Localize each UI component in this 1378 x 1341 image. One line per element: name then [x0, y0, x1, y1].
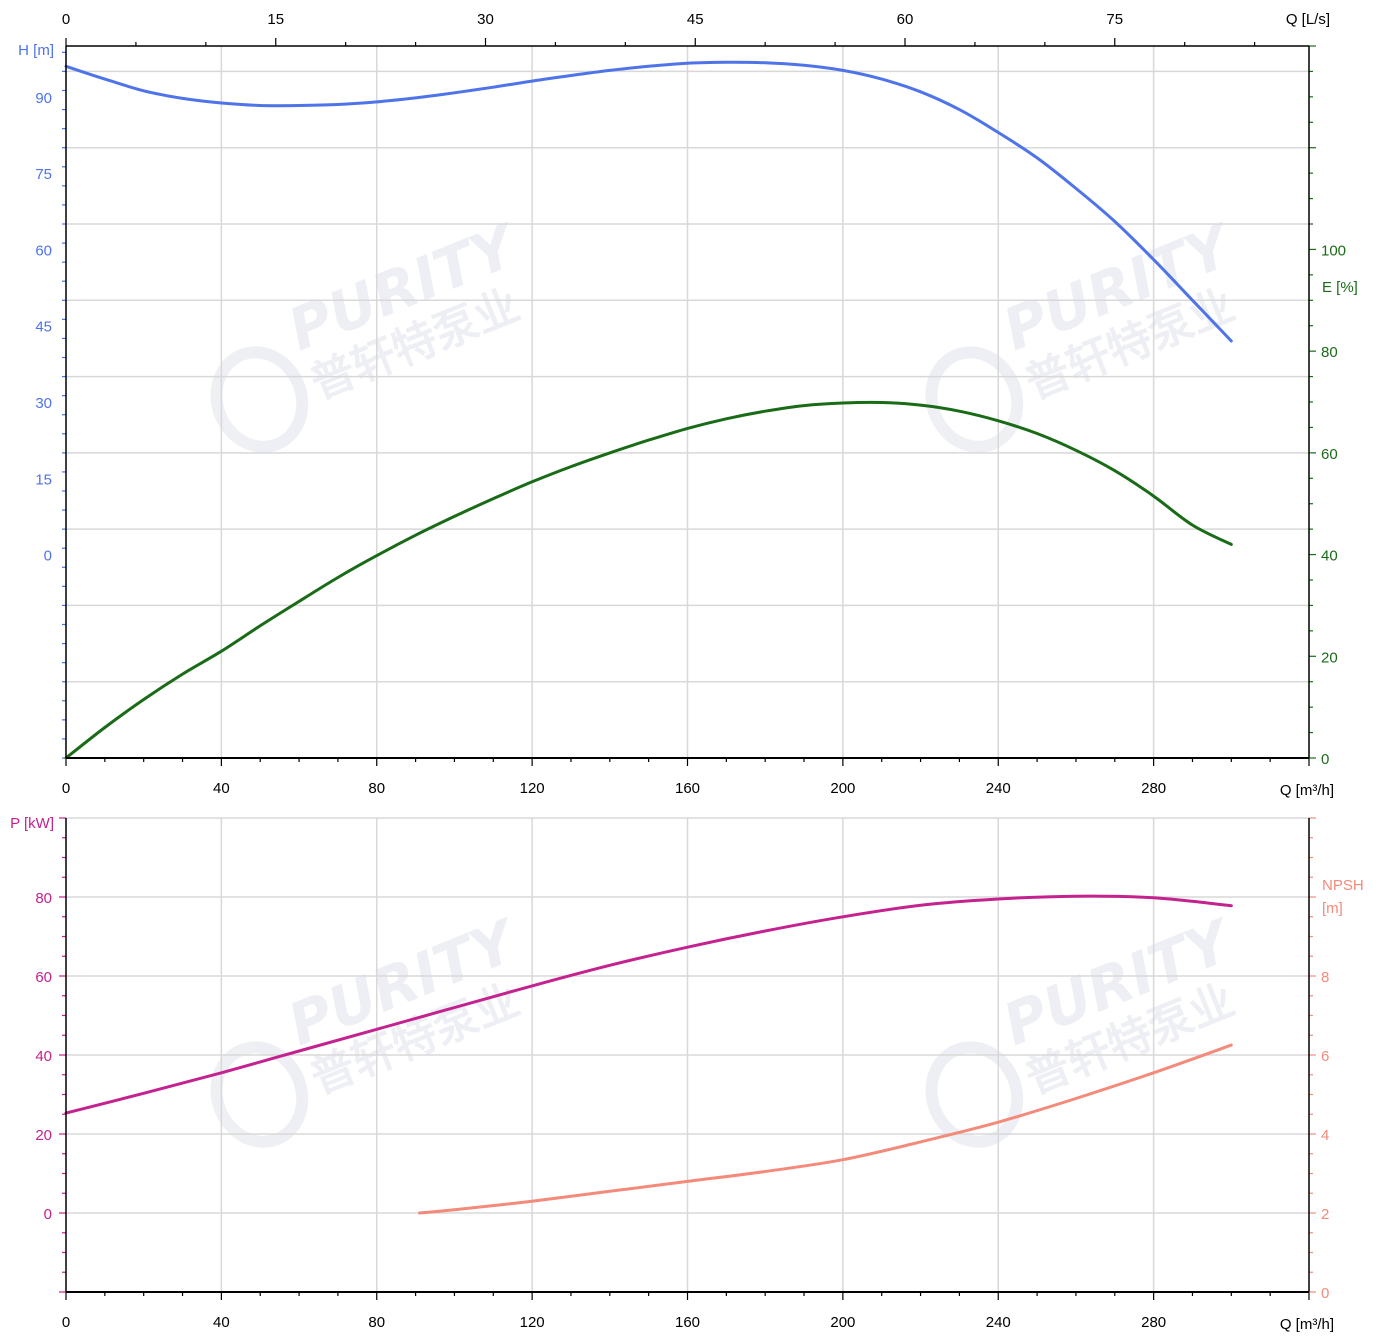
x-tick-label: 160: [675, 780, 700, 797]
y-left-tick-label: 80: [35, 890, 52, 907]
x-tick-label: 40: [213, 780, 230, 797]
y-left-tick-label: 45: [35, 319, 52, 336]
y-left-tick-label: 60: [35, 969, 52, 986]
x2-tick-label: 30: [477, 11, 494, 28]
y-left-tick-label: 30: [35, 395, 52, 412]
x-tick-label: 240: [986, 780, 1011, 797]
y-left-tick-label: 90: [35, 90, 52, 107]
y-right-tick-label: 2: [1321, 1206, 1329, 1223]
y-axis-label-efficiency: E [%]: [1322, 279, 1358, 296]
y-axis-label-head: H [m]: [18, 42, 54, 59]
watermark-logo-icon: [925, 346, 1024, 453]
y-left-tick-label: 40: [35, 1048, 52, 1065]
y-axis-label-npsh: NPSH: [1322, 877, 1364, 894]
top-axis-ticks: 0 40 80 120 160 200 240 280 0 15 30 45 60 75 90 0 20 40 60…: [35, 11, 1346, 797]
x-tick-label: 280: [1141, 1314, 1166, 1331]
y-left-tick-label: 60: [35, 242, 52, 259]
x2-axis-label-top-chart: Q [L/s]: [1286, 11, 1330, 28]
x-tick-label: 80: [368, 1314, 385, 1331]
x-tick-label: 240: [986, 1314, 1011, 1331]
y-right-tick-label: 4: [1321, 1127, 1329, 1144]
y-left-tick-label: 0: [44, 548, 52, 565]
bottom-axis-ticks: 0 40 80 120 160 200 240 280 0 20 40 60 80 0 2 4 6 8: [35, 817, 1329, 1331]
x2-tick-label: 60: [897, 11, 914, 28]
x2-tick-label: 0: [62, 11, 70, 28]
bottom-grid: [66, 817, 1309, 1292]
y-axis-label-power: P [kW]: [10, 815, 54, 832]
x2-tick-label: 15: [267, 11, 284, 28]
top-grid: [66, 46, 1309, 758]
y-right-tick-label: 0: [1321, 1285, 1329, 1302]
x-axis-label-top-chart: Q [m³/h]: [1280, 782, 1334, 799]
y-right-tick-label: 20: [1321, 649, 1338, 666]
head-efficiency-chart: 0 40 80 120 160 200 240 280 0 15 30 45 60 75 90 0 20 40 60…: [18, 11, 1358, 799]
x-tick-label: 80: [368, 780, 385, 797]
npsh-curve: [418, 1043, 1233, 1215]
y-right-tick-label: 80: [1321, 344, 1338, 361]
x-axis-label-bottom-chart: Q [m³/h]: [1280, 1316, 1334, 1333]
x-tick-label: 40: [213, 1314, 230, 1331]
y-right-tick-label: 60: [1321, 446, 1338, 463]
watermark-logo-icon: [210, 346, 309, 453]
x-tick-label: 0: [62, 1314, 70, 1331]
y-left-tick-label: 0: [44, 1206, 52, 1223]
bottom-series: [64, 894, 1233, 1215]
y-axis-label-npsh-unit: [m]: [1322, 900, 1343, 917]
power-npsh-chart: 0 40 80 120 160 200 240 280 0 20 40 60 80 0 2 4 6 8 Q [m³…: [10, 815, 1364, 1333]
y-right-tick-label: 100: [1321, 242, 1346, 259]
y-right-tick-label: 40: [1321, 548, 1338, 565]
head-curve: [64, 60, 1233, 343]
y-left-tick-label: 75: [35, 166, 52, 183]
x-tick-label: 200: [830, 780, 855, 797]
efficiency-curve: [64, 400, 1233, 760]
x-tick-label: 160: [675, 1314, 700, 1331]
y-left-tick-label: 15: [35, 471, 52, 488]
x-tick-label: 120: [520, 1314, 545, 1331]
y-right-tick-label: 0: [1321, 751, 1329, 768]
top-axes: [65, 46, 1310, 759]
watermark-logo-icon: [925, 1041, 1024, 1148]
y-right-tick-label: 6: [1321, 1048, 1329, 1065]
bottom-axes: [65, 818, 1310, 1293]
x-tick-label: 0: [62, 780, 70, 797]
x2-tick-label: 45: [687, 11, 704, 28]
x-tick-label: 200: [830, 1314, 855, 1331]
y-right-tick-label: 8: [1321, 969, 1329, 986]
x-tick-label: 280: [1141, 780, 1166, 797]
x-tick-label: 120: [520, 780, 545, 797]
power-curve: [64, 894, 1233, 1115]
watermark-logo-icon: [210, 1041, 309, 1148]
x2-tick-label: 75: [1106, 11, 1123, 28]
top-series: [64, 60, 1233, 760]
y-left-tick-label: 20: [35, 1127, 52, 1144]
